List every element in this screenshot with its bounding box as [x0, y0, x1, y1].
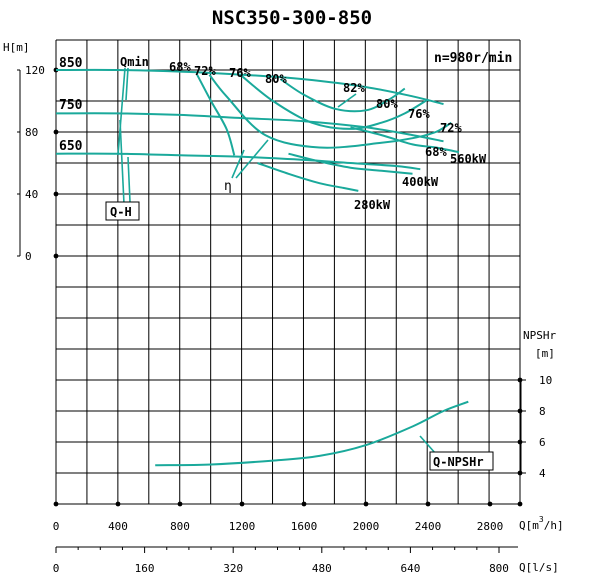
head-curve-850	[55, 68, 444, 106]
efficiency-curve-3	[241, 75, 429, 130]
eta-label: η	[224, 179, 232, 194]
power-label-280kw: 280kW	[354, 198, 391, 212]
npsh-tick-label-10: 10	[539, 374, 552, 387]
qnpsh-label-box	[429, 451, 494, 471]
flow-axis-label-tail: /h]	[544, 519, 564, 532]
power-label-400kw: 400kW	[402, 175, 439, 189]
curves-layer	[55, 67, 469, 467]
flow-tick-label-1600: 1600	[291, 520, 318, 533]
eta-leader-1	[231, 149, 245, 179]
eff-label-8: 72%	[440, 121, 462, 135]
qh-leader-2	[127, 156, 131, 203]
qh-label: Q-H	[110, 205, 132, 219]
flow-tick-label-2000: 2000	[353, 520, 380, 533]
efficiency-curve-4	[280, 78, 406, 113]
flow-axis-dot-4	[301, 501, 307, 507]
eff-label-3: 76%	[229, 66, 251, 80]
head-tick-label-40: 40	[25, 188, 38, 201]
npsh-grid-dot-8	[517, 408, 523, 414]
eff-label-4: 80%	[265, 72, 287, 86]
flow-secondary-tick-label-640: 640	[400, 562, 420, 575]
npsh-axis-label-line2: [m]	[535, 347, 555, 360]
flow-axis-dot-7	[487, 501, 493, 507]
flow-axis-dot-5	[363, 501, 369, 507]
head-tick-label-120: 120	[25, 64, 45, 77]
flow-secondary-tick-label-480: 480	[312, 562, 332, 575]
qnpsh-label: Q-NPSHr	[433, 455, 484, 469]
head-curve-label-750: 750	[59, 98, 83, 113]
head-curve-label-650: 650	[59, 139, 83, 154]
eta-leader-2	[235, 139, 269, 179]
speed-label: n=980r/min	[434, 51, 512, 66]
npsh-axis: 4 6 8 10	[517, 374, 552, 480]
head-grid-dot-40	[53, 191, 59, 197]
npsh-tick-label-8: 8	[539, 405, 546, 418]
flow-axis-dot-2	[177, 501, 183, 507]
chart-title: NSC350-300-850	[212, 7, 372, 29]
head-axis-unit-label: H[m]	[3, 41, 30, 54]
power-label-560kw: 560kW	[450, 152, 487, 166]
power-curve-280kW	[257, 162, 359, 192]
qmin-leader-2	[125, 67, 129, 101]
npsh-grid-dot-10	[517, 377, 523, 383]
eff-label-7: 76%	[408, 107, 430, 121]
efficiency-curve-1	[196, 74, 236, 156]
npsh-tick-label-4: 4	[539, 467, 546, 480]
flow-axis-dot-3	[239, 501, 245, 507]
qmin-leader-1	[117, 67, 126, 156]
npsh-axis-label-line1: NPSHr	[523, 329, 556, 342]
flow-tick-label-800: 800	[170, 520, 190, 533]
chart-grid	[53, 39, 523, 507]
npsh-leader	[419, 435, 437, 455]
eff-label-5: 82%	[343, 81, 365, 95]
flow-axis-dot-end	[517, 501, 523, 507]
head-curve-750	[55, 112, 444, 143]
npsh-curve	[155, 400, 469, 467]
power-curve-400kW	[288, 152, 413, 175]
eff-label-1: 68%	[169, 60, 191, 74]
head-grid-dot-0	[53, 253, 59, 259]
npsh-grid-dot-6	[517, 439, 523, 445]
head-tick-label-0: 0	[25, 250, 32, 263]
head-tick-label-80: 80	[25, 126, 38, 139]
flow-axis-dot-1	[115, 501, 121, 507]
flow-secondary-tick-label-800: 800	[489, 562, 509, 575]
eff-label-2: 72%	[194, 64, 216, 78]
eff82-leader	[337, 93, 357, 108]
head-curve-label-850: 850	[59, 56, 83, 71]
flow-axis-dot-0	[53, 501, 59, 507]
eff-label-6: 80%	[376, 97, 398, 111]
flow-secondary-tick-label-160: 160	[135, 562, 155, 575]
head-axis: 0 40 80 120	[17, 64, 59, 263]
qh-leader	[119, 119, 125, 205]
qh-label-box	[105, 201, 140, 221]
npsh-tick-label-6: 6	[539, 436, 546, 449]
flow-axis-dot-6	[425, 501, 431, 507]
flow-tick-label-0: 0	[53, 520, 60, 533]
eff-label-9: 68%	[425, 145, 447, 159]
flow-tick-label-2800: 2800	[477, 520, 504, 533]
flow-tick-label-1200: 1200	[229, 520, 256, 533]
flow-tick-label-400: 400	[108, 520, 128, 533]
head-grid-dot-80	[53, 129, 59, 135]
qmin-label: Qmin	[120, 55, 149, 69]
flow-tick-label-2400: 2400	[415, 520, 442, 533]
flow-secondary-tick-label-320: 320	[223, 562, 243, 575]
efficiency-curve-2	[208, 74, 452, 149]
flow-axis: 0 400 800 1200 1600 2000 2400 2800	[53, 520, 504, 533]
power-curve-560kW	[350, 126, 460, 154]
flow-secondary-tick-label-0: 0	[53, 562, 60, 575]
flow-axis-label-main: Q[m	[519, 519, 539, 532]
flow-axis-secondary: 0 160 320 480 640 800	[53, 546, 518, 575]
head-curve-650	[55, 152, 421, 171]
flow-axis-label: Q[m3/h]	[519, 515, 564, 532]
flow-axis-label-sup: 3	[539, 515, 544, 524]
flow-axis-secondary-label: Q[l/s]	[519, 561, 559, 574]
npsh-grid-dot-4	[517, 470, 523, 476]
